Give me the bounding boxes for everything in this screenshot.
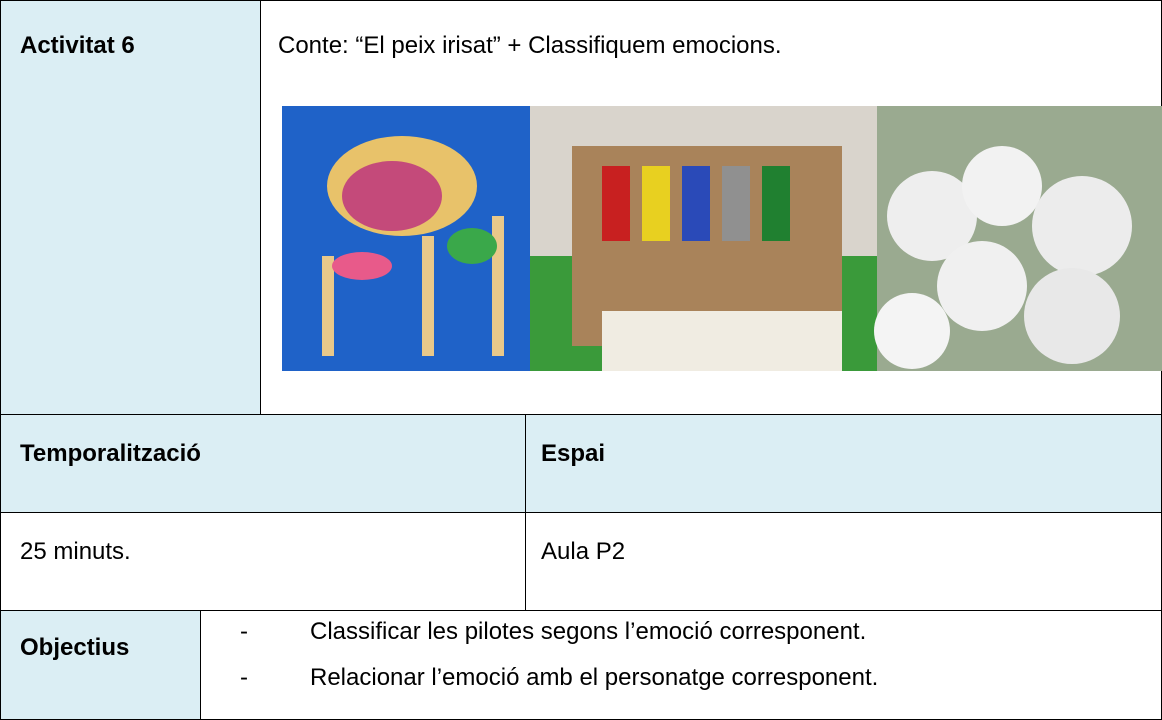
- space-value: Aula P2: [541, 538, 626, 565]
- space-header-cell: [525, 414, 1162, 513]
- objectives-label-cell: [0, 610, 201, 720]
- schedule-header-cell: [0, 414, 526, 513]
- schedule-value: 25 minuts.: [20, 538, 131, 565]
- activity-title: Conte: “El peix irisat” + Classifiquem e…: [278, 32, 782, 59]
- activity-photos: [282, 106, 1162, 371]
- activity-label: Activitat 6: [20, 32, 135, 59]
- objective-item: - Relacionar l’emoció amb el personatge c…: [240, 664, 878, 692]
- objective-text: Relacionar l’emoció amb el personatge co…: [310, 664, 879, 691]
- objectives-label: Objectius: [20, 634, 130, 661]
- schedule-header: Temporalització: [20, 440, 201, 467]
- objective-text: Classificar les pilotes segons l’emoció …: [310, 618, 867, 645]
- list-marker: -: [240, 664, 248, 691]
- objective-item: - Classificar les pilotes segons l’emoció…: [240, 618, 866, 646]
- activity-label-cell: [0, 0, 261, 415]
- space-header: Espai: [541, 440, 606, 467]
- list-marker: -: [240, 618, 248, 645]
